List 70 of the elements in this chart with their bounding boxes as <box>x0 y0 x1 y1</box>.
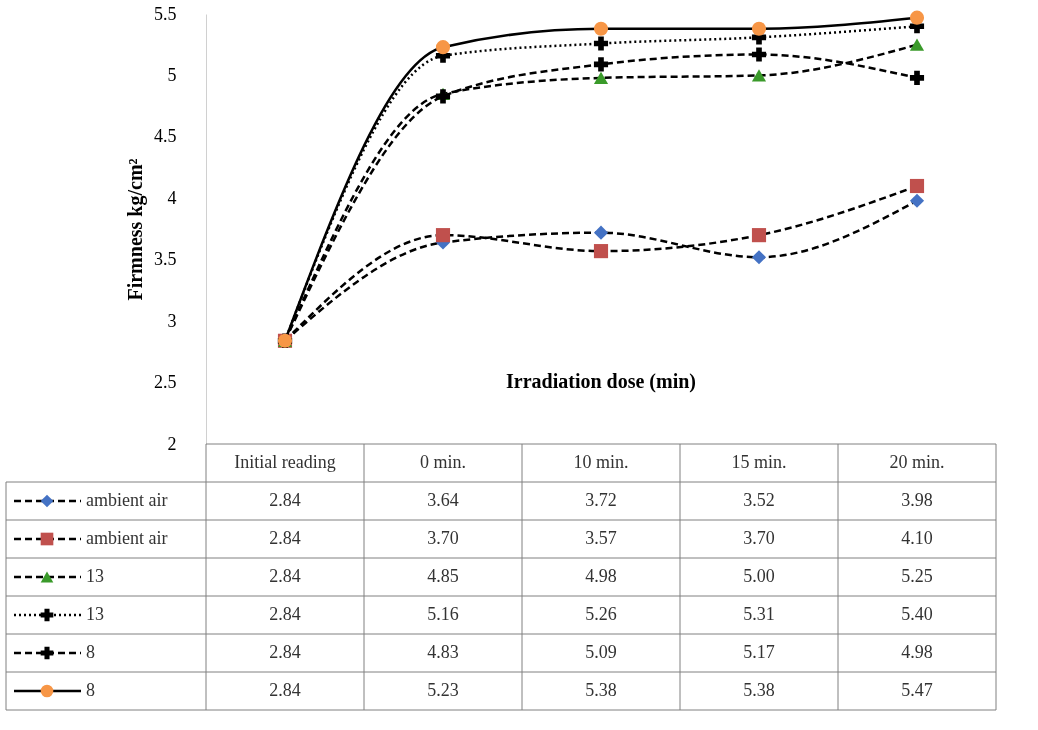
point <box>909 193 925 208</box>
data-label: 2.84 <box>269 604 301 624</box>
legend-label: 13 <box>86 566 104 586</box>
legend-label: ambient air <box>86 528 168 548</box>
point <box>909 38 925 51</box>
point <box>593 36 609 51</box>
y-tick-label: 2.5 <box>154 372 177 393</box>
point <box>593 225 609 240</box>
point <box>593 71 609 85</box>
point <box>909 10 925 25</box>
data-label: 5.31 <box>743 604 775 624</box>
data-label: 5.16 <box>427 604 459 624</box>
legend-label: 8 <box>86 680 95 700</box>
data-label: 3.70 <box>427 528 459 548</box>
legend-label: 13 <box>86 604 104 624</box>
data-label: 2.84 <box>269 680 301 700</box>
legend-label: ambient air <box>86 490 168 510</box>
point <box>435 228 451 243</box>
x-tick-label: 10 min. <box>573 452 629 472</box>
data-label: 5.00 <box>743 566 775 586</box>
data-label: 3.64 <box>427 490 459 510</box>
y-tick-label: 4.5 <box>154 126 177 147</box>
point <box>909 178 925 194</box>
y-tick-label: 4 <box>167 187 177 208</box>
x-tick-label: Initial reading <box>234 452 336 472</box>
data-label: 5.40 <box>901 604 933 624</box>
y-tick-label: 3 <box>167 310 177 331</box>
point <box>751 47 767 62</box>
data-label: 5.25 <box>901 566 933 586</box>
point <box>435 89 451 104</box>
data-label: 3.70 <box>743 528 775 548</box>
point <box>751 250 767 265</box>
point <box>593 244 609 259</box>
y-tick-label: 5.5 <box>154 3 177 24</box>
data-label: 4.98 <box>585 566 617 586</box>
data-label: 5.38 <box>585 680 617 700</box>
data-label: 2.84 <box>269 642 301 662</box>
data-label: 5.38 <box>743 680 775 700</box>
data-label: 3.57 <box>585 528 617 548</box>
point <box>751 69 767 82</box>
point <box>435 40 451 55</box>
data-label: 4.10 <box>901 528 933 548</box>
data-label: 5.17 <box>743 642 775 662</box>
x-tick-label: 0 min. <box>419 452 467 472</box>
data-label: 4.85 <box>427 566 459 586</box>
x-tick-label: 15 min. <box>731 452 787 472</box>
point <box>593 21 609 36</box>
y-tick-label: 3.5 <box>154 249 177 270</box>
data-label: 3.98 <box>901 490 933 510</box>
legend-label: 8 <box>86 642 95 662</box>
data-label: 3.52 <box>743 490 775 510</box>
y-tick-label: 5 <box>167 64 177 85</box>
data-label: 3.72 <box>585 490 617 510</box>
data-label: 5.23 <box>427 680 459 700</box>
data-label: 4.83 <box>427 642 459 662</box>
point <box>909 70 925 85</box>
data-label: 2.84 <box>269 566 301 586</box>
y-axis-title: Firmness kg/cm² <box>124 158 147 301</box>
data-label: 4.98 <box>901 642 933 662</box>
data-label: 5.09 <box>585 642 617 662</box>
data-label: 5.26 <box>585 604 617 624</box>
point <box>751 228 767 243</box>
x-tick-label: 20 min. <box>889 452 945 472</box>
y-tick-label: 2 <box>167 433 177 454</box>
point <box>593 57 609 72</box>
x-axis-title: Irradiation dose (min) <box>506 370 696 393</box>
data-label: 5.47 <box>901 680 933 700</box>
data-label: 2.84 <box>269 528 301 548</box>
data-label: 2.84 <box>269 490 301 510</box>
point <box>751 21 767 36</box>
